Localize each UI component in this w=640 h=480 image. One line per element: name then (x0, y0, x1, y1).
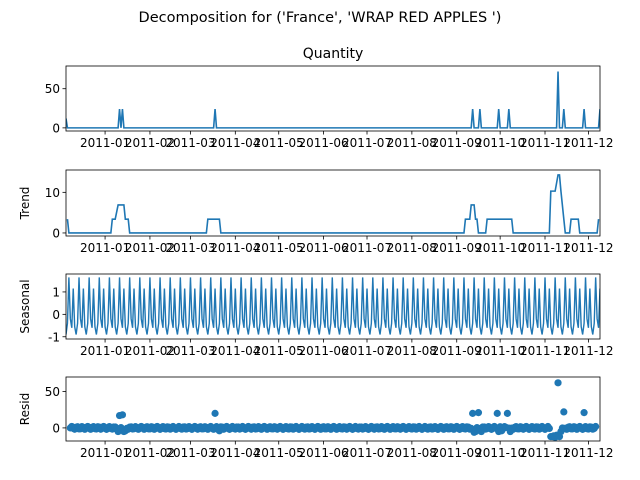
x-tick-label: 2011-04 (210, 136, 260, 150)
x-tick-label: 2011-12 (563, 446, 613, 460)
y-tick-label: 50 (45, 385, 60, 399)
axes-frame (65, 169, 601, 237)
x-tick-label: 2011-12 (563, 136, 613, 150)
x-tick-label: 2011-02 (125, 446, 175, 460)
resid-point (560, 408, 568, 416)
x-tick-label: 2011-02 (125, 344, 175, 358)
x-tick-label: 2011-06 (299, 446, 349, 460)
seasonal-panel: -1012011-012011-022011-032011-042011-052… (18, 273, 613, 358)
x-tick-label: 2011-11 (520, 446, 570, 460)
quantity-panel: 0502011-012011-022011-032011-042011-0520… (45, 46, 614, 150)
x-tick-label: 2011-05 (254, 344, 304, 358)
x-tick-label: 2011-02 (125, 136, 175, 150)
x-tick-label: 2011-03 (165, 241, 215, 255)
x-tick-label: 2011-10 (475, 136, 525, 150)
x-tick-label: 2011-07 (342, 446, 392, 460)
x-tick-label: 2011-01 (80, 241, 130, 255)
resid-point (503, 409, 511, 417)
x-tick-label: 2011-05 (254, 446, 304, 460)
x-tick-label: 2011-05 (254, 136, 304, 150)
resid-point (474, 409, 483, 417)
y-tick-label: 0 (52, 121, 60, 135)
x-tick-label: 2011-09 (432, 241, 482, 255)
x-tick-label: 2011-04 (210, 446, 260, 460)
plot-area (66, 379, 600, 441)
resid-point (554, 379, 562, 387)
y-tick-label: 50 (45, 82, 60, 96)
panel-title: Quantity (303, 46, 364, 62)
x-tick-label: 2011-12 (563, 344, 613, 358)
x-tick-label: 2011-06 (299, 344, 349, 358)
x-tick-label: 2011-01 (80, 344, 130, 358)
y-tick-label: 0 (52, 421, 60, 435)
x-tick-label: 2011-06 (299, 241, 349, 255)
x-tick-label: 2011-12 (563, 241, 613, 255)
y-tick-label: 0 (52, 308, 60, 322)
x-tick-label: 2011-07 (342, 241, 392, 255)
x-tick-label: 2011-02 (125, 241, 175, 255)
x-tick-label: 2011-08 (387, 241, 437, 255)
series-line (66, 71, 600, 129)
resid-point (118, 411, 127, 419)
x-tick-label: 2011-11 (520, 344, 570, 358)
plot-area (66, 174, 600, 234)
resid-point (580, 409, 588, 417)
trend-panel: 0102011-012011-022011-032011-042011-0520… (18, 169, 613, 255)
y-tick-label: 10 (45, 186, 60, 200)
x-tick-label: 2011-07 (342, 344, 392, 358)
resid-point (469, 409, 477, 417)
x-tick-label: 2011-08 (387, 446, 437, 460)
x-tick-label: 2011-05 (254, 241, 304, 255)
x-tick-label: 2011-01 (80, 136, 130, 150)
x-tick-label: 2011-11 (520, 136, 570, 150)
x-tick-label: 2011-11 (520, 241, 570, 255)
axes-frame (65, 273, 601, 340)
figure-suptitle: Decomposition for ('France', 'WRAP RED A… (139, 10, 502, 26)
y-tick-label: 1 (52, 285, 60, 299)
resid-point (493, 409, 501, 417)
x-tick-label: 2011-03 (165, 136, 215, 150)
x-tick-label: 2011-03 (165, 446, 215, 460)
x-tick-label: 2011-08 (387, 344, 437, 358)
x-tick-label: 2011-08 (387, 136, 437, 150)
x-tick-label: 2011-09 (432, 344, 482, 358)
resid-point (545, 424, 553, 433)
resid-point (592, 422, 600, 431)
y-axis-label: Trend (18, 187, 32, 221)
plot-area (66, 71, 600, 129)
x-tick-label: 2011-06 (299, 136, 349, 150)
y-axis-label: Seasonal (18, 279, 32, 333)
resid-point (211, 409, 219, 417)
y-axis-label: Resid (18, 393, 32, 425)
y-tick-label: -1 (48, 330, 60, 344)
seasonal-line (66, 277, 600, 335)
y-tick-label: 0 (52, 226, 60, 240)
x-tick-label: 2011-03 (165, 344, 215, 358)
x-tick-label: 2011-09 (432, 136, 482, 150)
plot-area (66, 277, 600, 335)
x-tick-label: 2011-09 (432, 446, 482, 460)
x-tick-label: 2011-04 (210, 344, 260, 358)
x-tick-label: 2011-10 (475, 241, 525, 255)
resid-panel: 0502011-012011-022011-032011-042011-0520… (18, 376, 613, 460)
series-line (66, 174, 600, 234)
x-tick-label: 2011-07 (342, 136, 392, 150)
x-tick-label: 2011-10 (475, 344, 525, 358)
axes-frame (65, 65, 601, 132)
x-tick-label: 2011-04 (210, 241, 260, 255)
x-tick-label: 2011-10 (475, 446, 525, 460)
axes-frame (65, 376, 601, 442)
x-tick-label: 2011-01 (80, 446, 130, 460)
